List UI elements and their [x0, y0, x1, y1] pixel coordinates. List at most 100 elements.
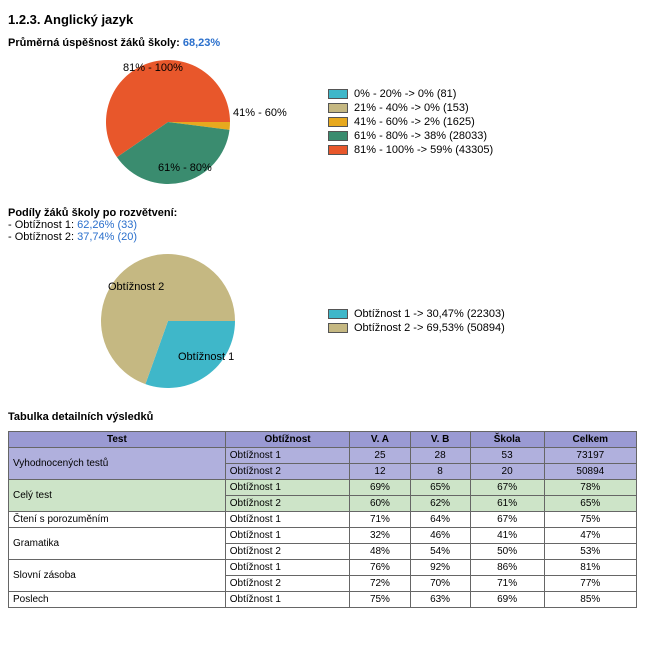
- split-value: 37,74% (20): [77, 231, 137, 243]
- legend-text: Obtížnost 2 -> 69,53% (50894): [354, 322, 505, 334]
- table-cell: 8: [410, 464, 470, 480]
- split-prefix: - Obtížnost 1:: [8, 219, 77, 231]
- legend-text: 61% - 80% -> 38% (28033): [354, 130, 487, 142]
- row-label: Vyhodnocených testů: [9, 448, 226, 480]
- row-label: Čtení s porozuměním: [9, 512, 226, 528]
- pie-label: 41% - 60%: [233, 107, 287, 119]
- table-cell: 61%: [470, 496, 544, 512]
- table-header: V. B: [410, 432, 470, 448]
- table-cell: Obtížnost 1: [225, 528, 350, 544]
- split-section: Podíly žáků školy po rozvětvení: - Obtíž…: [8, 207, 637, 243]
- legend-swatch: [328, 117, 348, 127]
- table-cell: 63%: [410, 592, 470, 608]
- table-cell: 92%: [410, 560, 470, 576]
- table-cell: 46%: [410, 528, 470, 544]
- table-cell: 48%: [350, 544, 410, 560]
- table-cell: 85%: [544, 592, 636, 608]
- table-header: V. A: [350, 432, 410, 448]
- legend-text: 81% - 100% -> 59% (43305): [354, 144, 493, 156]
- table-cell: 67%: [470, 480, 544, 496]
- row-label: Poslech: [9, 592, 226, 608]
- pie-label: 81% - 100%: [123, 62, 183, 74]
- table-cell: 53%: [544, 544, 636, 560]
- legend-item: 41% - 60% -> 2% (1625): [328, 116, 637, 128]
- row-label: Celý test: [9, 480, 226, 512]
- legend-text: 21% - 40% -> 0% (153): [354, 102, 469, 114]
- table-cell: Obtížnost 2: [225, 464, 350, 480]
- table-cell: 65%: [410, 480, 470, 496]
- table-cell: 71%: [470, 576, 544, 592]
- legend-item: 81% - 100% -> 59% (43305): [328, 144, 637, 156]
- legend-item: Obtížnost 2 -> 69,53% (50894): [328, 322, 637, 334]
- table-cell: 53: [470, 448, 544, 464]
- chart1-holder: 41% - 60%61% - 80%81% - 100%: [8, 57, 328, 187]
- table-cell: 20: [470, 464, 544, 480]
- table-row: Celý testObtížnost 169%65%67%78%: [9, 480, 637, 496]
- pie-label: Obtížnost 2: [108, 281, 164, 293]
- legend-item: Obtížnost 1 -> 30,47% (22303): [328, 308, 637, 320]
- table-cell: 25: [350, 448, 410, 464]
- table-cell: 12: [350, 464, 410, 480]
- table-cell: 81%: [544, 560, 636, 576]
- legend-swatch: [328, 89, 348, 99]
- table-cell: 75%: [544, 512, 636, 528]
- table-cell: 50894: [544, 464, 636, 480]
- table-title: Tabulka detailních výsledků: [8, 411, 637, 423]
- table-row: GramatikaObtížnost 132%46%41%47%: [9, 528, 637, 544]
- chart2-row: Obtížnost 1 Obtížnost 2 Obtížnost 1 -> 30…: [8, 251, 637, 391]
- table-cell: 65%: [544, 496, 636, 512]
- legend-text: Obtížnost 1 -> 30,47% (22303): [354, 308, 505, 320]
- chart1-legend: 0% - 20% -> 0% (81) 21% - 40% -> 0% (153)…: [328, 86, 637, 158]
- table-cell: 72%: [350, 576, 410, 592]
- table-cell: 75%: [350, 592, 410, 608]
- table-cell: 47%: [544, 528, 636, 544]
- pie-label: Obtížnost 1: [178, 351, 234, 363]
- table-cell: 67%: [470, 512, 544, 528]
- legend-swatch: [328, 323, 348, 333]
- avg-line: Průměrná úspěšnost žáků školy: 68,23%: [8, 37, 637, 49]
- table-row: Čtení s porozuměnímObtížnost 171%64%67%7…: [9, 512, 637, 528]
- table-cell: Obtížnost 2: [225, 496, 350, 512]
- avg-label: Průměrná úspěšnost žáků školy:: [8, 37, 180, 49]
- split-title: Podíly žáků školy po rozvětvení:: [8, 207, 637, 219]
- legend-item: 21% - 40% -> 0% (153): [328, 102, 637, 114]
- table-cell: 71%: [350, 512, 410, 528]
- legend-item: 61% - 80% -> 38% (28033): [328, 130, 637, 142]
- legend-swatch: [328, 309, 348, 319]
- table-header: Škola: [470, 432, 544, 448]
- table-cell: 70%: [410, 576, 470, 592]
- row-label: Slovní zásoba: [9, 560, 226, 592]
- chart2-legend: Obtížnost 1 -> 30,47% (22303) Obtížnost 2…: [328, 306, 637, 336]
- table-row: PoslechObtížnost 175%63%69%85%: [9, 592, 637, 608]
- split-value: 62,26% (33): [77, 219, 137, 231]
- split-line: - Obtížnost 1: 62,26% (33): [8, 219, 637, 231]
- table-cell: 86%: [470, 560, 544, 576]
- table-row: Vyhodnocených testůObtížnost 12528537319…: [9, 448, 637, 464]
- table-header: Obtížnost: [225, 432, 350, 448]
- table-row: Slovní zásobaObtížnost 176%92%86%81%: [9, 560, 637, 576]
- table-cell: Obtížnost 2: [225, 576, 350, 592]
- table-cell: 62%: [410, 496, 470, 512]
- table-cell: Obtížnost 1: [225, 480, 350, 496]
- table-cell: 32%: [350, 528, 410, 544]
- row-label: Gramatika: [9, 528, 226, 560]
- table-cell: 76%: [350, 560, 410, 576]
- table-cell: 77%: [544, 576, 636, 592]
- chart2-holder: Obtížnost 1 Obtížnost 2: [8, 251, 328, 391]
- legend-swatch: [328, 103, 348, 113]
- table-cell: 28: [410, 448, 470, 464]
- legend-item: 0% - 20% -> 0% (81): [328, 88, 637, 100]
- legend-text: 41% - 60% -> 2% (1625): [354, 116, 475, 128]
- table-cell: Obtížnost 1: [225, 592, 350, 608]
- table-cell: 41%: [470, 528, 544, 544]
- page-title: 1.2.3. Anglický jazyk: [8, 12, 637, 27]
- chart1-row: 41% - 60%61% - 80%81% - 100% 0% - 20% ->…: [8, 57, 637, 187]
- split-prefix: - Obtížnost 2:: [8, 231, 77, 243]
- table-cell: Obtížnost 1: [225, 512, 350, 528]
- table-cell: 60%: [350, 496, 410, 512]
- table-header: Test: [9, 432, 226, 448]
- table-cell: 54%: [410, 544, 470, 560]
- table-cell: 78%: [544, 480, 636, 496]
- legend-text: 0% - 20% -> 0% (81): [354, 88, 456, 100]
- table-cell: 50%: [470, 544, 544, 560]
